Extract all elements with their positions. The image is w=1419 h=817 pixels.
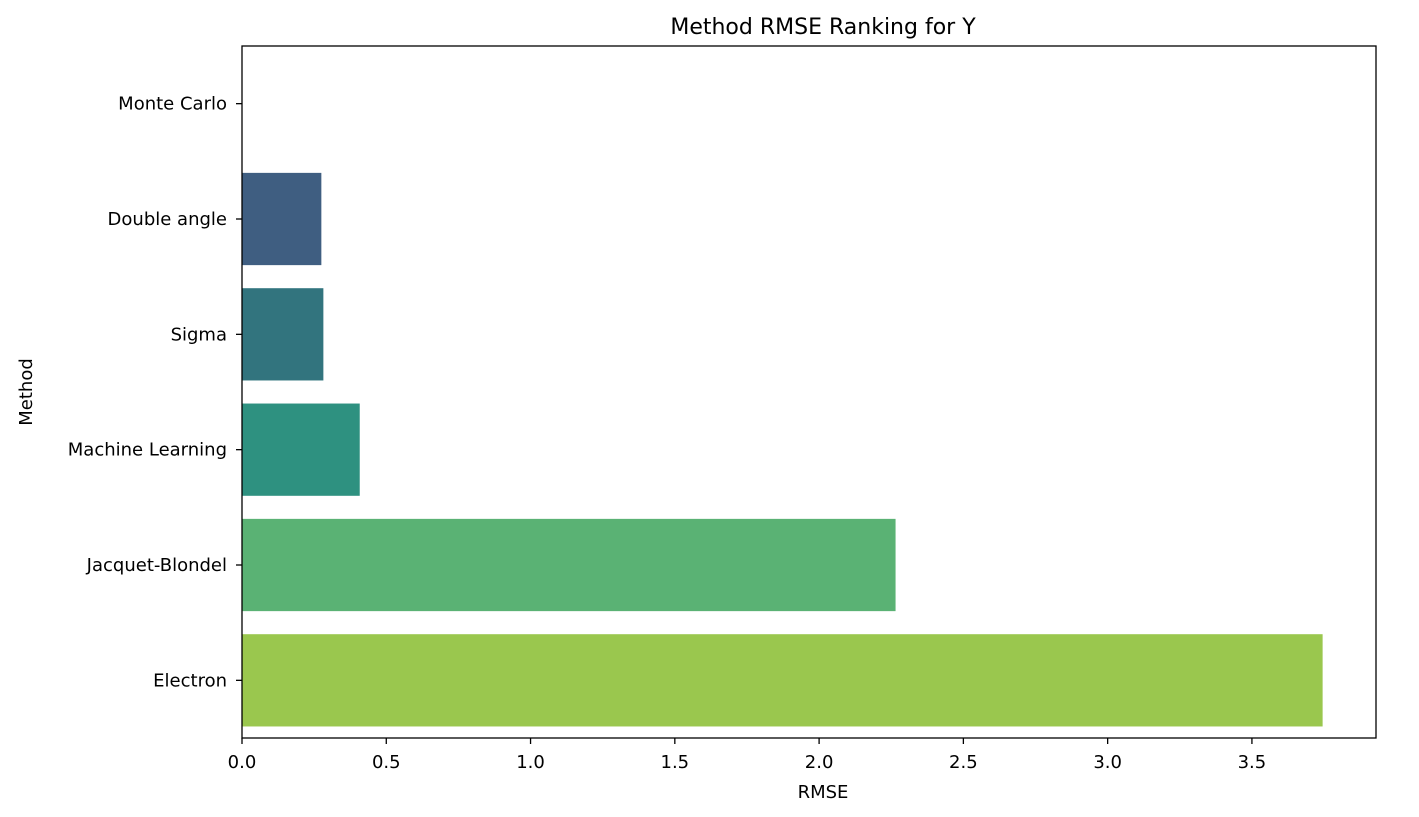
x-tick-label: 1.0: [516, 752, 545, 773]
x-tick-label: 1.5: [661, 752, 690, 773]
bar-machine-learning: [242, 403, 360, 496]
x-tick-label: 3.5: [1238, 752, 1267, 773]
bar-sigma: [242, 288, 324, 381]
x-tick-label: 2.5: [949, 752, 978, 773]
bar-electron: [242, 634, 1323, 727]
x-tick-label: 3.0: [1093, 752, 1122, 773]
y-tick-label: Jacquet-Blondel: [86, 555, 227, 576]
y-tick-label: Monte Carlo: [118, 94, 227, 115]
x-ticks-group: 0.0 0.5 1.0 1.5 2.0 2.5 3.0 3.5: [228, 738, 1267, 773]
bar-double-angle: [242, 172, 322, 266]
y-tick-label: Electron: [153, 670, 227, 691]
y-tick-label: Sigma: [171, 324, 227, 345]
bar-jacquet-blondel: [242, 518, 896, 612]
chart-title: Method RMSE Ranking for Y: [670, 15, 976, 40]
x-axis-label: RMSE: [798, 782, 849, 803]
bars-group: [242, 172, 1323, 727]
y-tick-label: Double angle: [108, 209, 227, 230]
x-tick-label: 0.0: [228, 752, 257, 773]
y-tick-label: Machine Learning: [68, 440, 227, 461]
y-axis-label: Method: [16, 358, 37, 426]
y-ticks-group: Monte Carlo Double angle Sigma Machine Lear…: [68, 94, 242, 691]
x-tick-label: 2.0: [805, 752, 834, 773]
plot-frame: [241, 45, 1377, 739]
x-tick-label: 0.5: [372, 752, 401, 773]
